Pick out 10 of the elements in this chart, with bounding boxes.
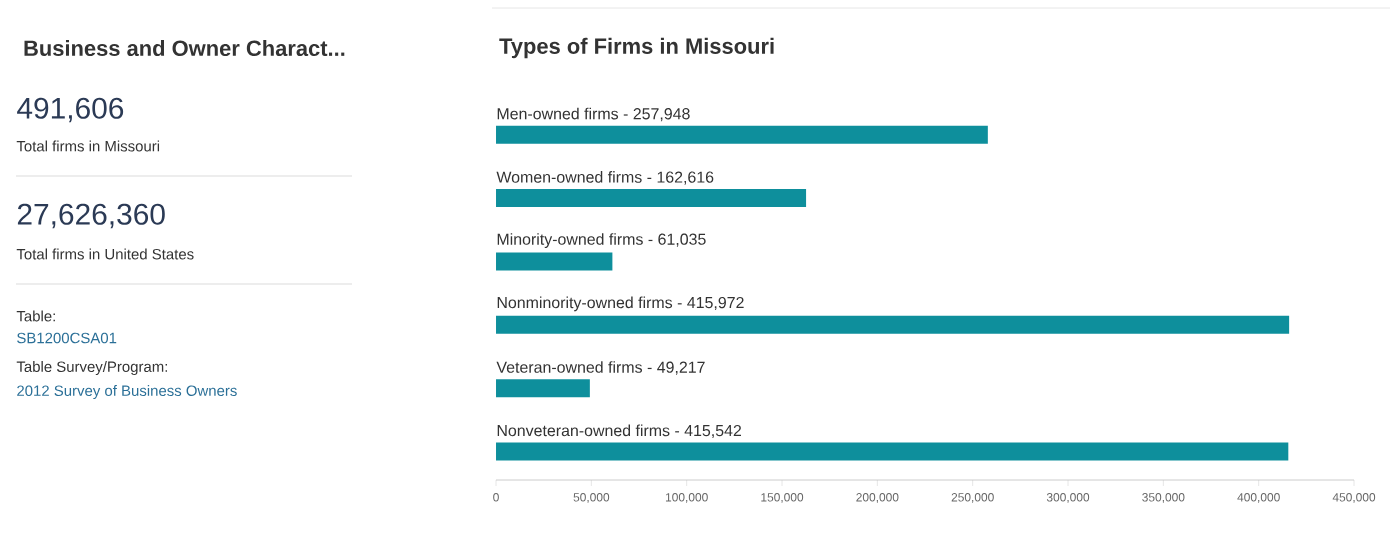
text: 27,626,360 xyxy=(17,203,165,229)
bar xyxy=(496,379,590,398)
bar xyxy=(496,315,1290,334)
bar xyxy=(496,125,988,144)
bar xyxy=(496,189,807,208)
bar xyxy=(496,252,613,271)
text: Business and Owner Charact... xyxy=(24,39,345,57)
bar xyxy=(496,442,1289,461)
text: 491,606 xyxy=(17,97,124,123)
chart-title: Types of Firms in Missouri xyxy=(499,37,774,59)
